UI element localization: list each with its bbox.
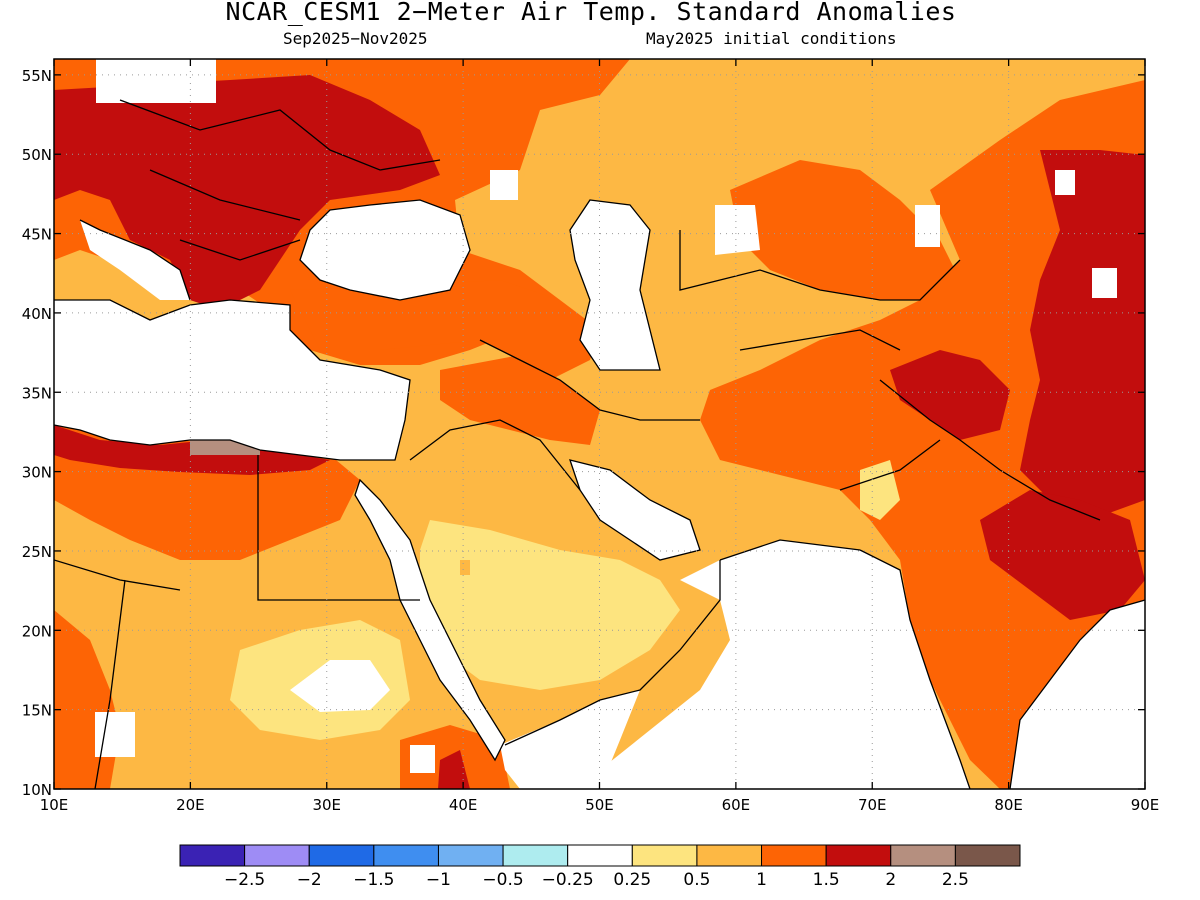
- border-africa-2: [54, 559, 181, 789]
- border-central-asia: [679, 230, 961, 351]
- lon-tick-label: 50E: [585, 796, 614, 814]
- lon-tick-label: 40E: [449, 796, 478, 814]
- lat-tick-label: 10N: [22, 781, 52, 799]
- legend-label: 1.5: [813, 870, 840, 890]
- lat-tick-label: 40N: [22, 305, 52, 323]
- legend-label: −1: [426, 870, 451, 890]
- coastline-layer: [54, 99, 1145, 789]
- caspian-sea: [570, 200, 660, 370]
- coastline-italy: [79, 219, 191, 301]
- lon-tick-label: 10E: [40, 796, 69, 814]
- legend-swatch: [567, 844, 633, 867]
- border-south-asia: [839, 379, 1101, 521]
- anomaly-region-bengal-darkred: [980, 490, 1145, 620]
- lat-tick-label: 25N: [22, 543, 52, 561]
- lat-tick-label: 20N: [22, 622, 52, 640]
- masked-patch-3: [915, 205, 940, 247]
- lat-tick-label: 50N: [22, 146, 52, 164]
- anomaly-region-sudan-neutral: [290, 660, 390, 712]
- legend-label: 2.5: [942, 870, 969, 890]
- bay-of-bengal: [1010, 600, 1145, 789]
- legend-swatch: [761, 844, 827, 867]
- anomaly-region-anatolia-orange: [290, 280, 600, 380]
- lat-tick-label: 55N: [22, 67, 52, 85]
- chart-title: NCAR_CESM1 2−Meter Air Temp. Standard An…: [225, 0, 957, 26]
- initial-conditions: May2025 initial conditions: [646, 29, 897, 48]
- anomaly-region-east-orange: [700, 80, 1145, 789]
- lon-tick-label: 30E: [312, 796, 341, 814]
- masked-patch-7: [410, 745, 435, 773]
- coastline-black-sea: [299, 199, 471, 301]
- anomaly-region-iran-orange: [440, 355, 600, 445]
- lon-tick-label: 20E: [176, 796, 205, 814]
- arabian-sea: [580, 540, 970, 789]
- lon-tick-label: 80E: [994, 796, 1023, 814]
- aral-sea: [715, 205, 760, 255]
- anomaly-fill-layer: [54, 59, 1145, 789]
- legend-label: 0.25: [613, 870, 651, 890]
- red-sea: [355, 480, 505, 760]
- anomaly-region-arabia-yellow: [420, 520, 680, 690]
- coastline-pakistan: [719, 539, 861, 561]
- legend-label: 2: [885, 870, 896, 890]
- gulf-of-aden: [500, 690, 640, 789]
- masked-patch-5: [1092, 268, 1117, 298]
- adriatic-sea: [80, 220, 190, 300]
- legend-swatch: [502, 844, 569, 867]
- lon-tick-label: 70E: [858, 796, 887, 814]
- coastline-arabia-south: [504, 560, 721, 746]
- legend-label: 1: [756, 870, 767, 890]
- axis-ticks: 10E 20E 30E 40E 50E 60E 70E 80E 90E 10N 15N 20N 25N 3…: [22, 59, 1160, 814]
- masked-patch-4: [1055, 170, 1075, 195]
- color-legend: −2.5 −2 −1.5 −1 −0.5 −0.25 0.25 0.5 1 1.5 2 2.5: [179, 844, 1021, 890]
- lon-tick-label: 90E: [1131, 796, 1160, 814]
- legend-label: −2: [297, 870, 322, 890]
- coastline-red-sea: [354, 478, 506, 762]
- lat-tick-label: 30N: [22, 464, 52, 482]
- forecast-period: Sep2025−Nov2025: [283, 29, 428, 48]
- anomaly-region-pakistan-yellow: [860, 460, 900, 520]
- legend-swatch: [954, 844, 1021, 867]
- masked-patch-1: [96, 59, 216, 103]
- coastline-caspian: [569, 199, 661, 371]
- coastline-mediterranean: [54, 299, 411, 461]
- border-europe: [119, 99, 441, 261]
- legend-label: 0.5: [683, 870, 710, 890]
- border-middle-east: [409, 339, 700, 491]
- legend-swatch: [308, 844, 375, 867]
- masked-patch-2: [490, 170, 518, 200]
- legend-swatch: [890, 844, 956, 867]
- lat-tick-label: 45N: [22, 226, 52, 244]
- legend-swatch: [631, 844, 698, 867]
- anomaly-region-tibet-darkred: [1020, 150, 1145, 520]
- mediterranean-sea: [54, 300, 410, 460]
- anomaly-region-himalaya-darkred: [890, 350, 1010, 440]
- legend-label: −0.25: [542, 870, 594, 890]
- anomaly-region-horn-darkred: [438, 750, 470, 789]
- legend-label: −1.5: [353, 870, 394, 890]
- legend-swatch: [373, 844, 439, 867]
- lat-tick-label: 35N: [22, 384, 52, 402]
- lon-tick-label: 60E: [722, 796, 751, 814]
- legend-swatch: [825, 844, 892, 867]
- persian-gulf: [570, 460, 700, 560]
- legend-swatch: [244, 844, 310, 867]
- masked-sea-layer: [54, 59, 1145, 789]
- legend-swatch: [696, 844, 763, 867]
- coastline-india: [859, 549, 1145, 789]
- coastline-gulf: [569, 459, 701, 561]
- black-sea: [300, 200, 470, 300]
- legend-label: −0.5: [482, 870, 523, 890]
- border-africa-1: [257, 455, 420, 601]
- legend-swatch: [437, 844, 504, 867]
- legend-swatch: [179, 844, 246, 867]
- anomaly-region-central-asia-orange: [730, 160, 960, 300]
- lat-tick-label: 15N: [22, 702, 52, 720]
- legend-label: −2.5: [224, 870, 265, 890]
- anomaly-region-europe-darkred: [54, 75, 440, 310]
- masked-patch-8: [460, 560, 470, 575]
